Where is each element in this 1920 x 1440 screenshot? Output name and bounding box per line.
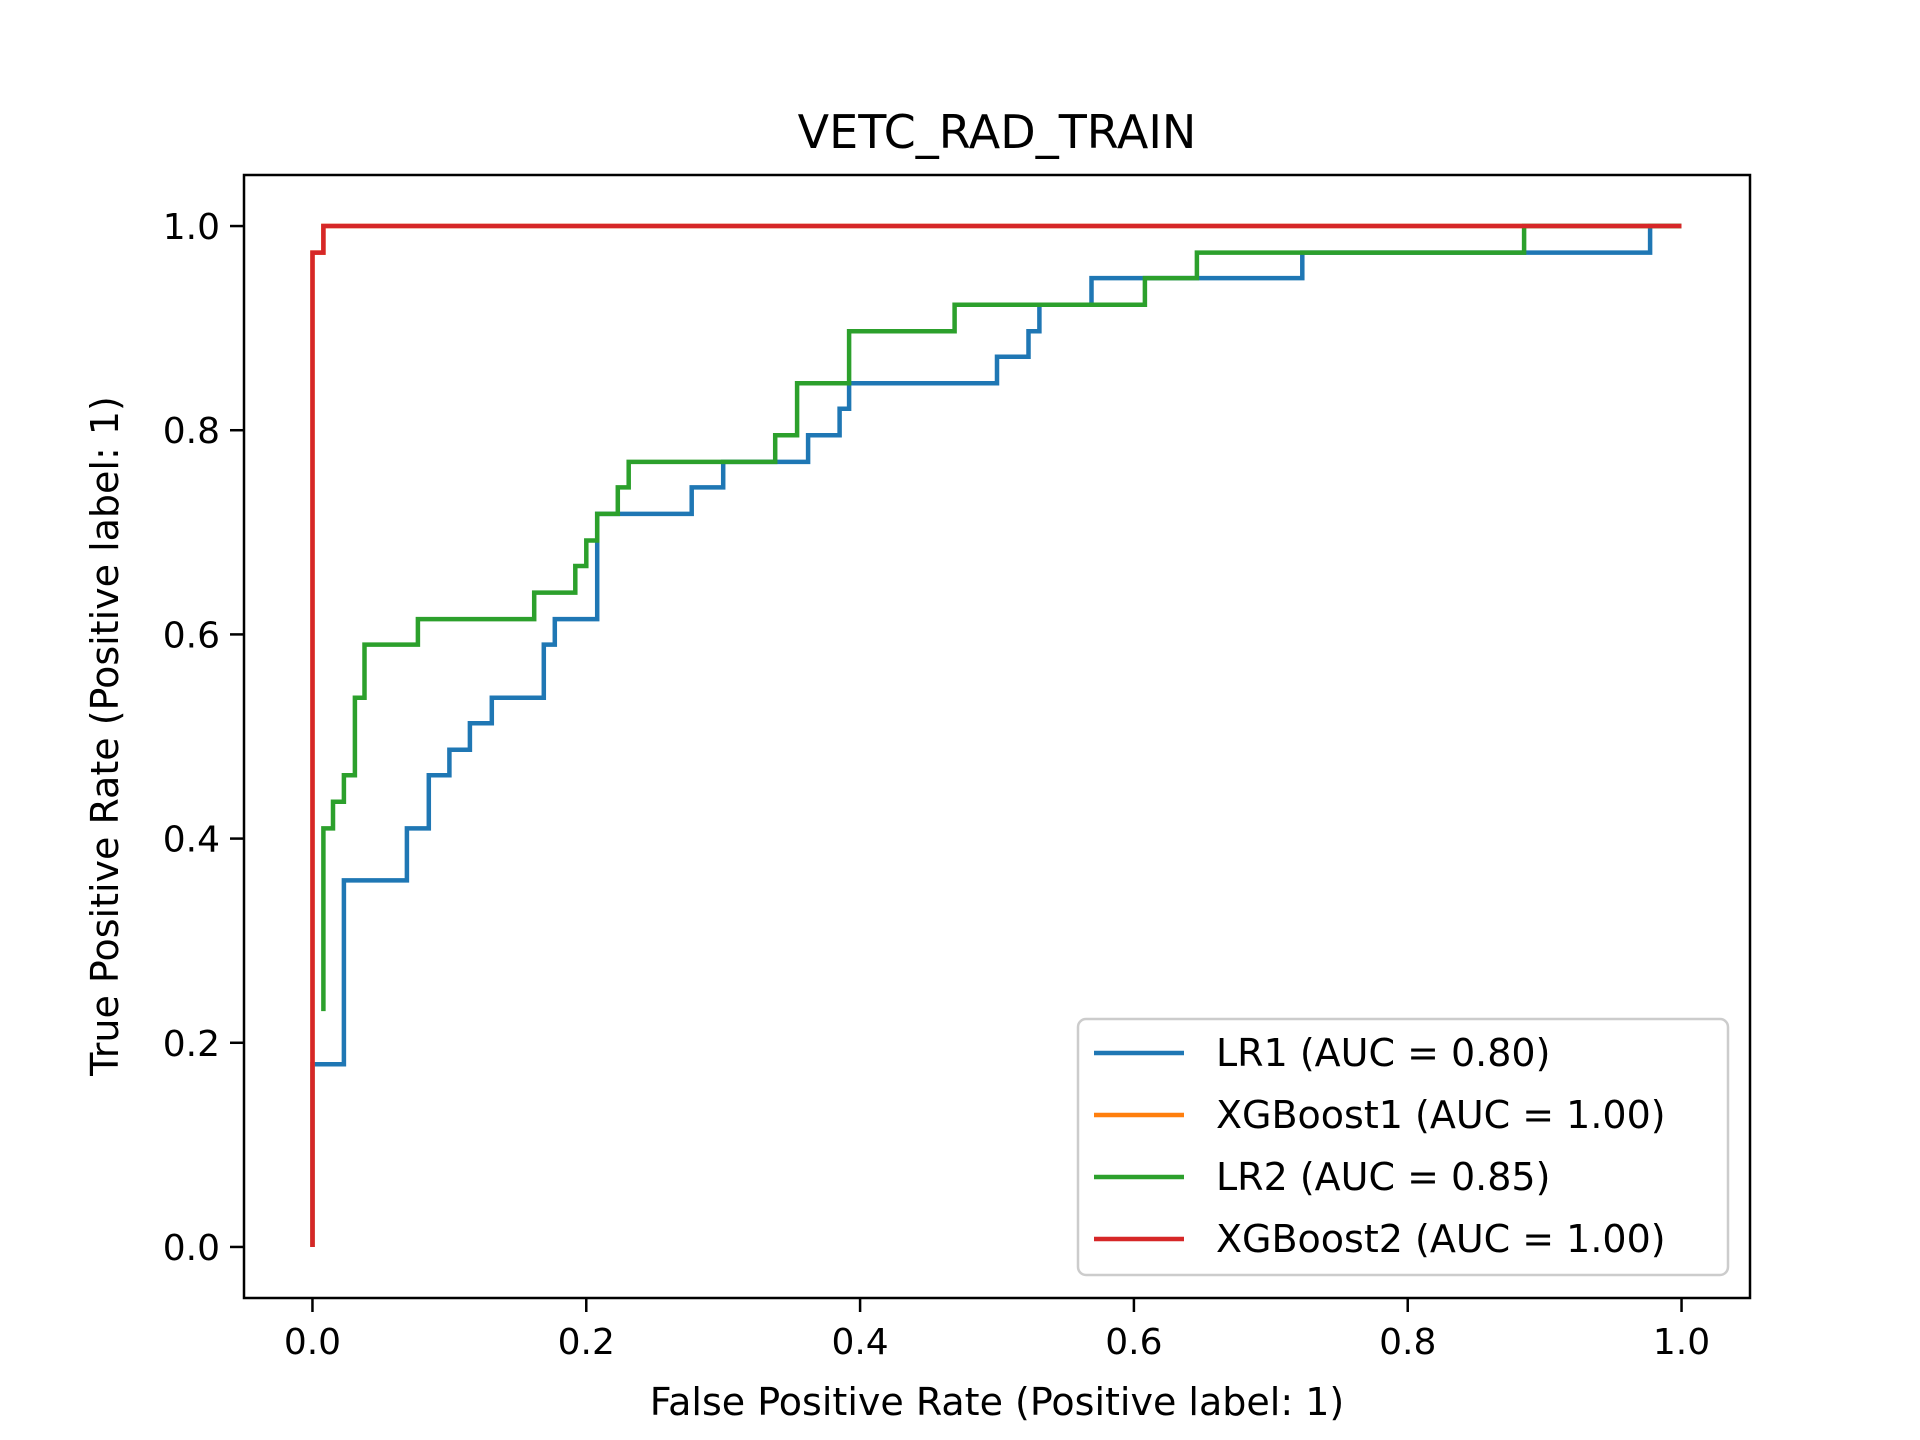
series-line-4 [310, 223, 1682, 1247]
y-axis-label: True Positive Rate (Positive label: 1) [83, 396, 127, 1077]
x-axis-label: False Positive Rate (Positive label: 1) [650, 1380, 1344, 1424]
y-tick-label: 0.0 [163, 1228, 220, 1269]
x-tick-label: 1.0 [1653, 1322, 1710, 1363]
chart-title: VETC_RAD_TRAIN [798, 105, 1197, 159]
legend-entries: LR1 (AUC = 0.80) XGBoost1 (AUC = 1.00) LR2… [1094, 1031, 1666, 1261]
x-tick-label: 0.2 [558, 1322, 615, 1363]
legend-label-3: LR2 (AUC = 0.85) [1216, 1155, 1550, 1199]
legend-label-4: XGBoost2 (AUC = 1.00) [1216, 1217, 1666, 1261]
y-tick-label: 0.4 [163, 820, 220, 861]
legend: LR1 (AUC = 0.80) XGBoost1 (AUC = 1.00) LR2… [1076, 1017, 1730, 1277]
y-tick-label: 1.0 [163, 207, 220, 248]
legend-label-1: LR1 (AUC = 0.80) [1216, 1031, 1550, 1075]
x-axis-ticks: 0.0 0.2 0.4 0.6 0.8 1.0 [284, 1298, 1710, 1363]
series-line-3 [321, 223, 1682, 1012]
x-tick-label: 0.4 [831, 1322, 888, 1363]
y-tick-label: 0.6 [163, 615, 220, 656]
y-tick-label: 0.8 [163, 411, 220, 452]
y-tick-label: 0.2 [163, 1024, 220, 1065]
x-tick-label: 0.0 [284, 1322, 341, 1363]
x-tick-label: 0.8 [1379, 1322, 1436, 1363]
legend-box [1076, 1017, 1730, 1277]
y-axis-ticks: 0.0 0.2 0.4 0.6 0.8 1.0 [163, 207, 244, 1269]
series-layer [310, 223, 1682, 1247]
legend-label-2: XGBoost1 (AUC = 1.00) [1216, 1093, 1666, 1137]
x-tick-label: 0.6 [1105, 1322, 1162, 1363]
plot-frame [242, 173, 1752, 1300]
